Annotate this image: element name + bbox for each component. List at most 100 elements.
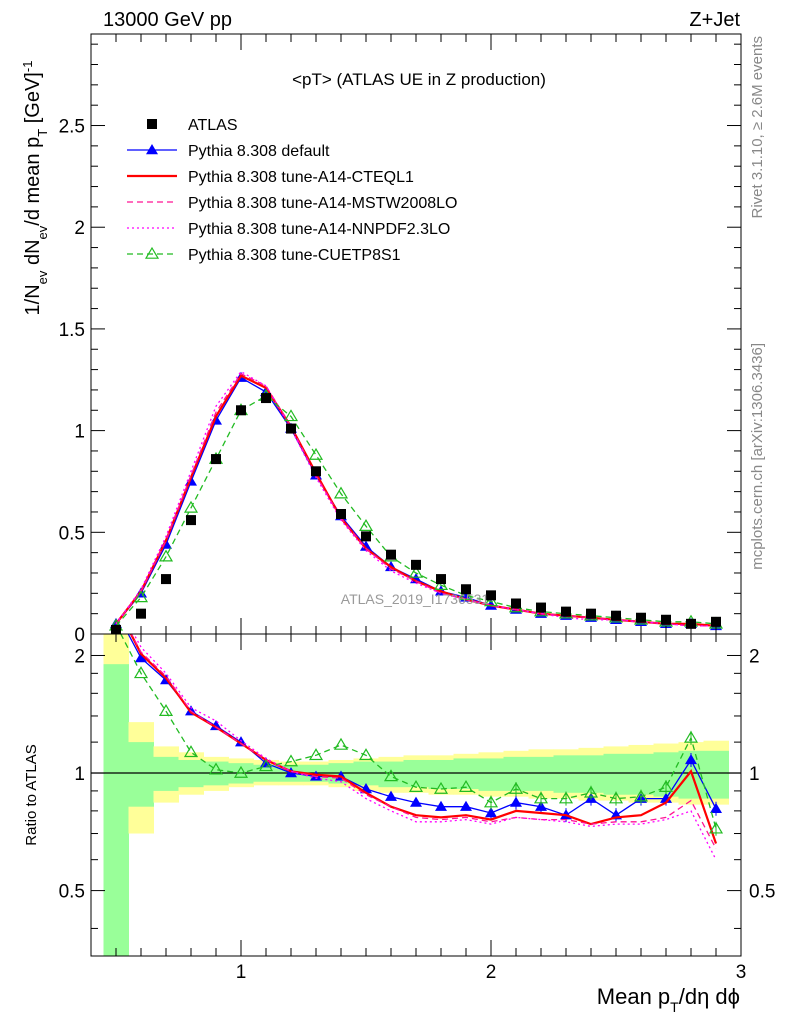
ratio-y-tick-label: 2 (74, 646, 85, 667)
x-tick-label: 2 (486, 962, 497, 983)
legend-label: Pythia 8.308 default (188, 143, 330, 160)
watermark: ATLAS_2019_I1736531 (341, 591, 490, 607)
rivet-label: Rivet 3.1.10, ≥ 2.6M events (749, 36, 766, 219)
y-tick-label: 0 (74, 625, 85, 646)
legend-entry: Pythia 8.308 default (127, 143, 330, 160)
data-point (147, 119, 157, 129)
inner-band-bin (628, 753, 654, 795)
inner-band-bin (428, 759, 454, 790)
data-point (360, 540, 372, 551)
data-point (283, 754, 299, 767)
data-point (146, 144, 158, 155)
legend-label: Pythia 8.308 tune-CUETP8S1 (188, 247, 401, 264)
data-point (408, 565, 424, 578)
data-point (461, 584, 471, 595)
legend-label: ATLAS (188, 117, 238, 134)
data-point (586, 608, 596, 619)
ratio-y-tick-label-right: 1 (749, 764, 760, 785)
legend-entry: ATLAS (147, 117, 238, 134)
ratio-y-tick-label-right: 2 (749, 646, 760, 667)
legend-label: Pythia 8.308 tune-A14-CTEQL1 (188, 169, 414, 186)
x-tick-label: 1 (236, 962, 247, 983)
data-point (410, 796, 422, 807)
data-point (110, 605, 122, 615)
series-pythia-8-308-tune-a14-mstw2008lo (130, 634, 717, 849)
data-point (133, 666, 149, 679)
data-point (433, 578, 449, 590)
data-point (135, 652, 147, 663)
data-point (358, 519, 374, 532)
main-panel: 0 0.5 1 1.5 2 2.5 <pT> (ATLAS UE in Z product… (59, 33, 742, 646)
data-point (233, 765, 249, 778)
y-tick-label: 0.5 (59, 523, 85, 544)
data-point (433, 781, 449, 794)
data-point (258, 759, 274, 772)
data-point (210, 719, 222, 731)
ratio-panel: 0.5 0.5 1 1 2 2 1 2 3 (59, 605, 775, 983)
y-tick-label: 2 (74, 218, 85, 239)
data-point (261, 393, 271, 404)
inner-band-bin (478, 758, 504, 791)
ratio-y-tick-label: 1 (74, 764, 85, 785)
data-point (460, 800, 472, 811)
legend-entry: Pythia 8.308 tune-A14-CTEQL1 (127, 169, 414, 186)
legend: ATLAS Pythia 8.308 default Pythia 8.308 tu… (127, 117, 457, 264)
data-point (186, 515, 196, 526)
data-point (308, 748, 324, 761)
x-tick-label: 3 (736, 962, 747, 983)
data-point (561, 606, 571, 617)
data-point (436, 574, 446, 585)
data-point (361, 531, 371, 542)
ratio-y-axis-label: Ratio to ATLAS (23, 744, 40, 845)
data-point (336, 509, 346, 519)
inner-band-bin (453, 758, 479, 790)
series-line (115, 372, 716, 627)
data-point (133, 590, 149, 603)
ratio-y-tick-label-right: 0.5 (749, 882, 775, 903)
data-point (711, 616, 721, 627)
data-point (408, 779, 424, 792)
data-point (458, 779, 474, 792)
series-line (115, 370, 716, 627)
mcplots-label: mcplots.cern.ch [arXiv:1306.3436] (749, 343, 766, 570)
data-point (411, 559, 421, 570)
data-point (208, 762, 224, 775)
series-line (133, 634, 717, 860)
legend-entry: Pythia 8.308 tune-A14-MSTW2008LO (127, 195, 457, 212)
series-line (115, 376, 717, 627)
inner-band-bin (528, 756, 554, 791)
data-point (311, 466, 321, 477)
series-line (115, 374, 717, 627)
process-label: Z+Jet (689, 9, 740, 31)
main-y-axis-label: 1/Nev dNev/d mean pT [GeV]-1 (20, 61, 50, 316)
inner-band-bin (103, 664, 129, 956)
x-axis-label: Mean pT/dη dϕ (597, 984, 740, 1015)
series-pythia-8-308-tune-a14-cteql1 (115, 374, 717, 627)
data-point (410, 573, 422, 584)
legend-label: Pythia 8.308 tune-A14-MSTW2008LO (188, 195, 457, 212)
inner-band-bin (153, 756, 179, 791)
series-line (130, 634, 717, 849)
data-point (385, 790, 397, 801)
data-point (236, 405, 246, 416)
data-point (158, 704, 174, 716)
y-tick-label: 1.5 (59, 320, 85, 341)
data-point (686, 618, 696, 629)
data-point (486, 590, 496, 601)
inner-band-bin (378, 761, 404, 788)
data-point (161, 574, 171, 585)
inner-band-bin (553, 755, 579, 793)
ratio-y-tick-label: 0.5 (59, 882, 85, 903)
data-point (536, 602, 546, 613)
data-point (636, 612, 646, 623)
data-point (458, 588, 474, 601)
data-point (333, 737, 349, 750)
data-point (136, 608, 146, 619)
data-point (183, 745, 199, 758)
data-point (144, 246, 160, 259)
data-point (158, 549, 174, 562)
data-point (308, 447, 324, 460)
data-point (435, 800, 447, 811)
uncertainty-bands (103, 634, 729, 956)
data-point (511, 598, 521, 609)
